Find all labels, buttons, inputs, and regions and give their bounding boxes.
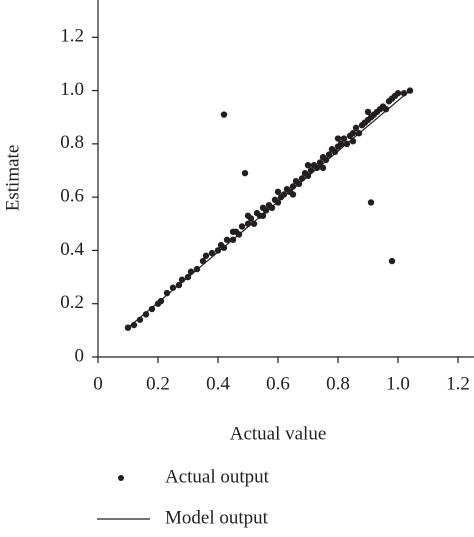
point [355, 130, 363, 137]
point [250, 220, 258, 227]
point [214, 247, 222, 254]
point [262, 207, 270, 214]
point [268, 204, 276, 212]
point [289, 191, 297, 198]
x-tick-label: 0.8 [326, 373, 350, 394]
point [220, 111, 228, 118]
point [298, 175, 306, 182]
legend-label: Model output [165, 507, 269, 528]
y-tick-label: 0.2 [60, 292, 84, 313]
point [400, 90, 408, 97]
legend-marker [118, 475, 124, 481]
point [274, 188, 282, 196]
x-axis-label: Actual value [230, 423, 327, 444]
y-axis-label: Estimate [2, 145, 23, 211]
point [325, 151, 333, 158]
point [295, 180, 303, 188]
point [229, 228, 237, 235]
point [208, 249, 216, 257]
point [406, 87, 414, 94]
y-tick-label: 1.0 [60, 79, 84, 100]
y-tick-label: 0.8 [60, 132, 84, 153]
point [334, 135, 342, 142]
point [331, 148, 339, 156]
point [388, 257, 396, 265]
point [184, 273, 192, 281]
point [220, 244, 228, 251]
y-tick-label: 0 [75, 345, 85, 366]
point [343, 140, 351, 148]
point [313, 164, 321, 172]
point [367, 199, 375, 206]
x-tick-label: 0.4 [206, 373, 230, 394]
point [244, 212, 252, 219]
point [187, 268, 195, 275]
model-line [127, 90, 411, 329]
x-tick-label: 0.2 [146, 373, 170, 394]
point [394, 90, 402, 97]
point [337, 140, 345, 148]
point [130, 321, 138, 329]
point [364, 108, 372, 116]
point [202, 252, 210, 259]
point [304, 172, 312, 180]
point [229, 236, 237, 243]
point [199, 257, 207, 265]
point [304, 161, 312, 169]
point [235, 231, 243, 238]
point [316, 159, 324, 166]
point [244, 220, 252, 227]
point [124, 324, 132, 331]
point [223, 236, 231, 243]
point [322, 156, 330, 164]
point [352, 124, 360, 132]
legend-label: Actual output [165, 466, 270, 487]
point [349, 130, 357, 137]
point [169, 284, 177, 291]
point [274, 199, 282, 206]
point [136, 316, 144, 323]
y-tick-label: 0.6 [60, 186, 84, 207]
point [241, 169, 249, 177]
point [157, 297, 165, 305]
x-tick-label: 0 [93, 373, 103, 394]
point [289, 183, 297, 190]
y-tick-label: 1.2 [60, 26, 84, 47]
x-tick-label: 0.6 [266, 373, 290, 394]
point [319, 164, 327, 172]
point [259, 212, 267, 219]
point [163, 289, 171, 297]
point [148, 305, 156, 313]
point [142, 311, 150, 318]
point [175, 281, 183, 289]
point [382, 106, 390, 113]
point [193, 265, 201, 273]
point [178, 276, 186, 283]
point [238, 223, 246, 230]
point [340, 135, 348, 142]
point [349, 138, 357, 145]
x-tick-label: 1.2 [446, 373, 470, 394]
y-tick-label: 0.4 [60, 239, 84, 260]
point [307, 167, 315, 174]
point [280, 191, 288, 198]
x-tick-label: 1.0 [386, 373, 410, 394]
